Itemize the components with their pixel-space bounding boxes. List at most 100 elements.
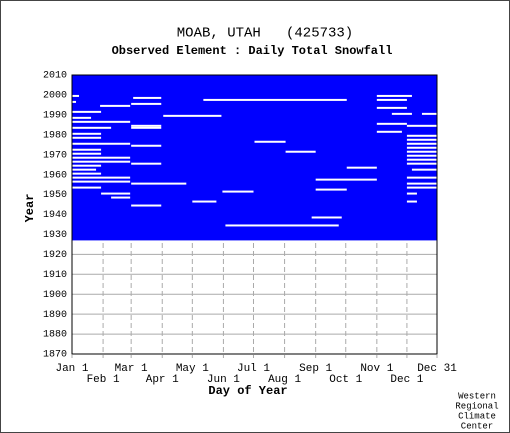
missing-data bbox=[376, 94, 412, 97]
y-tick-label: 1990 bbox=[43, 110, 67, 121]
missing-data bbox=[72, 120, 131, 123]
footer-text: Climate bbox=[458, 411, 496, 421]
x-tick-label: Oct 1 bbox=[329, 374, 362, 386]
missing-data bbox=[285, 150, 316, 153]
missing-data bbox=[72, 126, 112, 129]
chart-subtitle: Observed Element : Daily Total Snowfall bbox=[112, 44, 393, 58]
y-tick-label: 1940 bbox=[43, 210, 67, 221]
missing-data bbox=[406, 150, 437, 153]
missing-data bbox=[101, 192, 131, 195]
x-tick-label: Mar 1 bbox=[115, 363, 148, 375]
y-tick-label: 1910 bbox=[43, 270, 67, 281]
missing-data bbox=[225, 224, 339, 227]
missing-data bbox=[72, 148, 102, 151]
missing-data bbox=[406, 158, 437, 161]
y-tick-label: 2000 bbox=[43, 91, 67, 102]
y-tick-label: 1880 bbox=[43, 330, 67, 341]
missing-data bbox=[100, 104, 131, 107]
missing-data bbox=[111, 196, 131, 199]
y-tick-label: 1890 bbox=[43, 310, 67, 321]
missing-data bbox=[254, 140, 286, 143]
missing-data bbox=[376, 106, 407, 109]
missing-data bbox=[72, 186, 102, 189]
missing-data bbox=[406, 182, 437, 185]
missing-data bbox=[72, 180, 131, 183]
y-tick-label: 2010 bbox=[43, 71, 67, 82]
y-tick-label: 1970 bbox=[43, 150, 67, 161]
missing-data bbox=[72, 116, 92, 119]
missing-data bbox=[376, 130, 402, 133]
missing-data bbox=[315, 188, 347, 191]
missing-data bbox=[131, 124, 162, 127]
missing-data bbox=[406, 154, 437, 157]
x-tick-label: Sep 1 bbox=[299, 363, 332, 375]
missing-data bbox=[406, 200, 417, 203]
missing-data bbox=[406, 138, 437, 141]
missing-data bbox=[406, 186, 437, 189]
missing-data bbox=[203, 98, 347, 101]
y-tick-label: 1980 bbox=[43, 130, 67, 141]
y-tick-label: 1920 bbox=[43, 250, 67, 261]
footer-text: Regional bbox=[455, 401, 498, 411]
missing-data bbox=[406, 142, 437, 145]
missing-data bbox=[406, 134, 437, 137]
missing-data bbox=[72, 100, 77, 103]
missing-data bbox=[406, 192, 417, 195]
missing-data bbox=[72, 156, 131, 159]
x-tick-label: Feb 1 bbox=[87, 374, 120, 386]
x-tick-label: Jul 1 bbox=[237, 363, 270, 375]
missing-data bbox=[346, 166, 377, 169]
missing-data bbox=[131, 102, 162, 105]
missing-data bbox=[406, 146, 437, 149]
missing-data bbox=[72, 172, 102, 175]
missing-data bbox=[131, 182, 187, 185]
missing-data bbox=[406, 162, 437, 165]
x-axis-label: Day of Year bbox=[208, 384, 287, 398]
data-coverage bbox=[72, 75, 437, 241]
missing-data bbox=[192, 200, 217, 203]
y-axis-label: Year bbox=[23, 194, 37, 223]
x-tick-label: May 1 bbox=[176, 363, 209, 375]
missing-data bbox=[72, 136, 102, 139]
footer-text: Western bbox=[458, 391, 496, 401]
missing-data bbox=[315, 178, 377, 181]
missing-data bbox=[133, 96, 162, 99]
missing-data bbox=[311, 216, 342, 219]
missing-data bbox=[72, 164, 102, 167]
missing-data bbox=[72, 110, 102, 113]
x-tick-label: Jan 1 bbox=[55, 363, 88, 375]
missing-data bbox=[376, 98, 407, 101]
missing-data bbox=[72, 160, 131, 163]
footer-text: Center bbox=[461, 421, 493, 431]
missing-data bbox=[406, 176, 437, 179]
missing-data bbox=[406, 124, 437, 127]
missing-data bbox=[72, 132, 102, 135]
missing-data bbox=[72, 94, 80, 97]
x-tick-label: Dec 1 bbox=[390, 374, 423, 386]
chart-title: MOAB, UTAH (425733) bbox=[177, 26, 353, 42]
missing-data bbox=[222, 190, 254, 193]
y-tick-label: 1950 bbox=[43, 190, 67, 201]
x-tick-label: Dec 31 bbox=[417, 363, 457, 375]
missing-data bbox=[131, 204, 162, 207]
x-tick-label: Aug 1 bbox=[268, 374, 301, 386]
missing-data bbox=[131, 144, 162, 147]
y-tick-label: 1930 bbox=[43, 230, 67, 241]
missing-data bbox=[391, 112, 412, 115]
x-tick-label: Nov 1 bbox=[360, 363, 393, 375]
missing-data bbox=[376, 122, 407, 125]
missing-data bbox=[72, 152, 102, 155]
y-tick-label: 1870 bbox=[43, 350, 67, 361]
missing-data bbox=[72, 142, 131, 145]
missing-data bbox=[72, 176, 131, 179]
missing-data bbox=[131, 126, 162, 129]
missing-data bbox=[421, 112, 437, 115]
missing-data bbox=[163, 114, 222, 117]
plot-border bbox=[71, 74, 438, 355]
missing-data bbox=[411, 168, 437, 171]
missing-data bbox=[72, 168, 97, 171]
y-tick-label: 1960 bbox=[43, 170, 67, 181]
x-tick-label: Apr 1 bbox=[146, 374, 179, 386]
missing-data bbox=[131, 162, 162, 165]
